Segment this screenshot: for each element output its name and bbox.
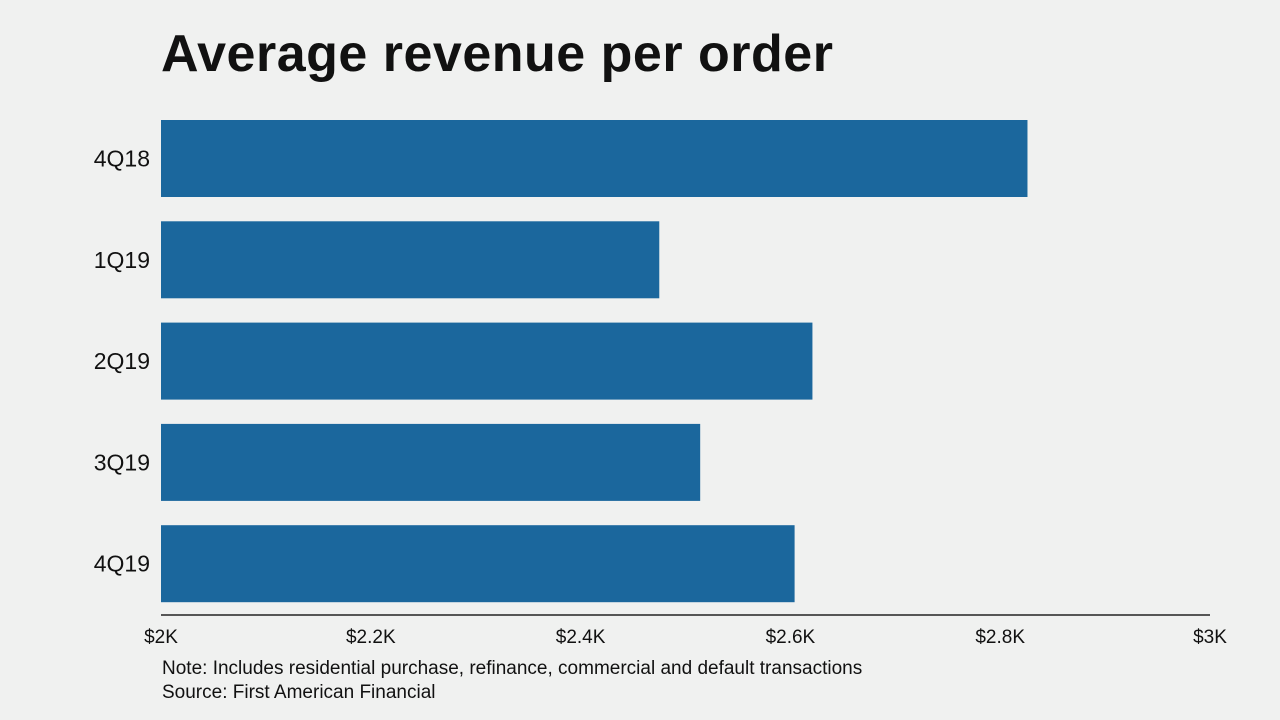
category-label-3Q19: 3Q19 bbox=[94, 449, 150, 475]
source-text: Source: First American Financial bbox=[162, 682, 436, 703]
x-tick-label: $2.2K bbox=[346, 627, 396, 648]
x-tick-label: $2.6K bbox=[766, 627, 816, 648]
x-tick-label: $2K bbox=[144, 627, 178, 648]
chart-title: Average revenue per order bbox=[161, 25, 834, 83]
bar-3Q19 bbox=[161, 423, 701, 501]
bar-4Q18 bbox=[161, 120, 1028, 197]
bar-4Q19 bbox=[161, 525, 795, 603]
category-label-4Q19: 4Q19 bbox=[94, 551, 150, 577]
category-label-1Q19: 1Q19 bbox=[94, 247, 150, 273]
category-label-4Q18: 4Q18 bbox=[94, 146, 150, 172]
x-tick-label: $2.8K bbox=[975, 627, 1025, 648]
note-text: Note: Includes residential purchase, ref… bbox=[162, 658, 863, 679]
x-tick-label: $3K bbox=[1193, 627, 1227, 648]
category-label-2Q19: 2Q19 bbox=[94, 348, 150, 374]
x-tick-label: $2.4K bbox=[556, 627, 606, 648]
bar-2Q19 bbox=[161, 322, 813, 400]
bar-1Q19 bbox=[161, 221, 660, 299]
